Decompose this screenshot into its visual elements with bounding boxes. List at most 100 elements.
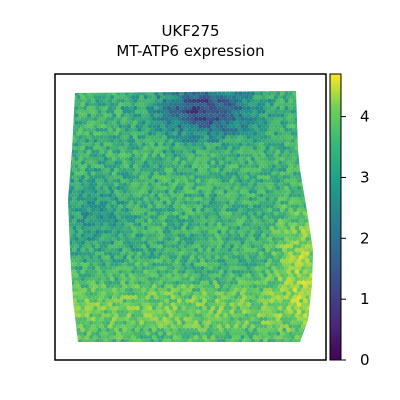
tissue-spot <box>147 95 153 100</box>
tissue-spot <box>259 135 264 140</box>
tissue-spot <box>126 291 132 297</box>
tissue-spot <box>145 265 151 271</box>
tissue-spot <box>267 295 273 300</box>
tissue-spot <box>126 95 132 100</box>
tissue-spot <box>147 225 153 231</box>
tissue-spot <box>210 269 216 275</box>
tissue-spot <box>238 105 243 111</box>
tissue-spot <box>217 156 222 162</box>
tissue-spot <box>298 218 304 224</box>
tissue-spot <box>206 218 212 224</box>
tissue-spot <box>128 316 134 322</box>
tissue-spot <box>280 215 285 220</box>
tissue-spot <box>221 98 226 104</box>
tissue-spot <box>74 113 79 118</box>
tissue-spot <box>261 284 266 289</box>
tissue-spot <box>259 295 264 300</box>
tissue-spot <box>177 254 182 260</box>
tissue-spot <box>141 142 146 147</box>
tissue-spot <box>154 113 159 118</box>
tissue-spot <box>137 309 142 315</box>
tissue-spot <box>133 164 138 169</box>
tissue-spot <box>172 291 178 297</box>
tissue-spot <box>208 149 214 155</box>
tissue-spot <box>72 204 77 209</box>
tissue-spot <box>166 331 172 337</box>
tissue-spot <box>219 160 224 165</box>
tissue-spot <box>147 327 153 333</box>
tissue-spot <box>172 153 178 158</box>
tissue-spot <box>303 313 308 318</box>
tissue-spot <box>112 302 117 307</box>
tissue-spot <box>225 164 230 169</box>
tissue-spot <box>269 276 275 282</box>
tissue-spots <box>68 91 313 342</box>
tissue-spot <box>109 109 115 115</box>
tissue-spot <box>99 142 104 147</box>
tissue-spot <box>116 338 121 342</box>
tissue-spot <box>227 327 233 333</box>
tissue-spot <box>147 320 153 326</box>
tissue-spot <box>259 200 264 206</box>
tissue-spot <box>72 131 77 136</box>
tissue-spot <box>242 193 247 198</box>
tissue-spot <box>147 305 153 311</box>
tissue-spot <box>120 98 125 104</box>
tissue-spot <box>240 211 245 216</box>
tissue-spot <box>225 324 230 329</box>
tissue-spot <box>112 324 117 329</box>
tissue-spot <box>80 138 86 144</box>
tissue-spot <box>271 273 277 278</box>
tissue-spot <box>200 156 205 162</box>
tissue-spot <box>93 269 98 275</box>
tissue-spot <box>139 153 144 158</box>
tissue-spot <box>164 102 170 107</box>
tissue-spot <box>175 91 180 96</box>
tissue-spot <box>206 254 212 260</box>
tissue-spot <box>88 95 94 100</box>
tissue-spot <box>172 145 178 151</box>
tissue-spot <box>101 204 107 209</box>
tissue-spot <box>210 211 216 216</box>
tissue-spot <box>206 262 212 267</box>
tissue-spot <box>292 142 298 147</box>
tissue-spot <box>217 324 222 329</box>
tissue-spot <box>93 233 98 238</box>
tissue-spot <box>78 127 83 133</box>
tissue-spot <box>280 236 285 242</box>
tissue-spot <box>198 298 203 304</box>
tissue-spot <box>259 331 264 337</box>
tissue-spot <box>246 287 251 293</box>
tissue-spot <box>151 116 157 122</box>
tissue-spot <box>292 295 298 300</box>
tissue-spot <box>145 142 151 147</box>
tissue-spot <box>156 225 161 231</box>
tissue-spot <box>254 178 260 184</box>
tissue-spot <box>217 178 222 184</box>
tissue-spot <box>227 160 233 165</box>
tissue-spot <box>91 316 96 322</box>
tissue-spot <box>101 95 107 100</box>
tissue-spot <box>221 331 226 337</box>
tissue-spot <box>114 262 119 267</box>
tissue-spot <box>225 265 230 271</box>
tissue-spot <box>105 211 111 216</box>
tissue-spot <box>223 291 228 297</box>
tissue-spot <box>103 229 109 235</box>
tissue-spot <box>147 153 153 158</box>
tissue-spot <box>273 233 279 238</box>
tissue-spot <box>109 269 115 275</box>
tissue-spot <box>86 258 92 264</box>
tissue-spot <box>179 229 184 235</box>
tissue-spot <box>256 254 262 260</box>
tissue-spot <box>269 160 275 165</box>
tissue-spot <box>93 109 98 115</box>
tissue-spot <box>238 215 243 220</box>
plot-title-line2: MT-ATP6 expression <box>116 42 265 60</box>
tissue-spot <box>97 298 102 304</box>
tissue-spot <box>273 131 279 136</box>
tissue-spot <box>252 218 258 224</box>
tissue-spot <box>156 254 161 260</box>
tissue-spot <box>135 320 140 326</box>
tissue-spot <box>233 127 239 133</box>
